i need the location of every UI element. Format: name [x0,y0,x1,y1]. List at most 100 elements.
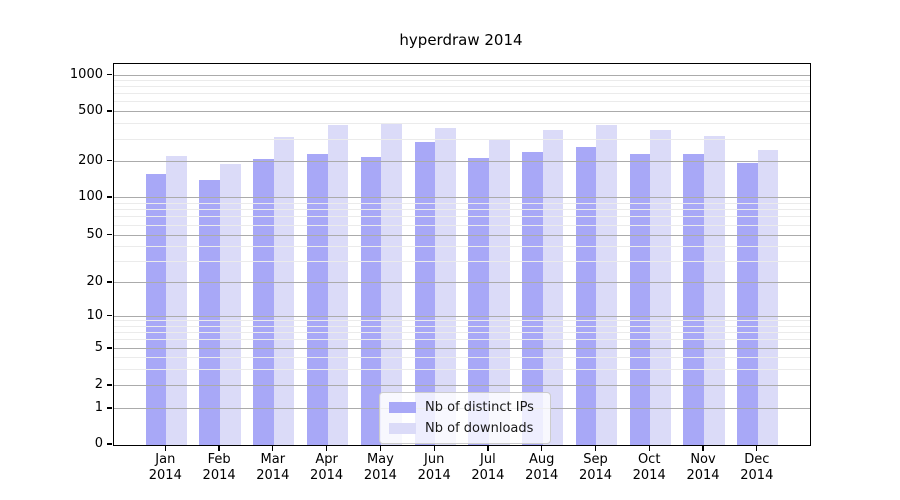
major-gridline [114,282,810,283]
x-tick-label-dec: Dec 2014 [740,452,774,483]
minor-gridline [114,357,810,358]
x-tick-label-jan: Jan 2014 [148,452,182,483]
legend-label-distinct-ips: Nb of distinct IPs [425,400,534,415]
y-tick-mark [107,443,112,445]
bar-distinct-ips-mar [253,159,274,445]
minor-gridline [114,216,810,218]
bar-distinct-ips-jul [468,158,489,445]
minor-gridline [114,261,810,262]
bar-distinct-ips-may [360,156,382,445]
y-tick-mark [107,196,112,198]
y-tick-label: 0 [94,436,103,451]
y-tick-label: 5 [94,340,103,355]
bar-downloads-jun [435,128,456,445]
minor-gridline [114,224,810,226]
y-tick-label: 20 [86,274,103,289]
plot-area: Nb of distinct IPs Nb of downloads [113,63,811,446]
minor-gridline [114,332,810,334]
x-tick-label-jun: Jun 2014 [417,452,451,483]
x-tick-mark [702,446,704,451]
chart-title: hyperdraw 2014 [399,31,523,49]
x-tick-mark [272,446,274,451]
y-tick-label: 1 [94,400,103,415]
bar-distinct-ips-dec [737,163,758,445]
x-tick-label-nov: Nov 2014 [686,452,720,483]
legend-item-downloads: Nb of downloads [389,421,541,436]
x-tick-label-sep: Sep 2014 [578,452,613,483]
bar-distinct-ips-nov [683,153,704,445]
x-tick-mark [756,446,758,451]
x-tick-mark [594,446,597,451]
bar-distinct-ips-jan [145,173,167,445]
major-gridline [114,315,810,317]
x-tick-mark [487,446,489,451]
legend-label-downloads: Nb of downloads [425,421,534,436]
major-gridline [114,160,810,162]
legend-swatch-downloads-icon [389,423,416,434]
minor-gridline [114,93,810,95]
y-tick-label: 10 [86,307,103,323]
bar-downloads-oct [650,130,671,445]
y-tick-label: 2 [94,377,103,392]
y-tick-mark [107,347,112,349]
y-tick-label: 500 [78,103,103,118]
bar-downloads-nov [704,135,725,445]
legend-item-distinct-ips: Nb of distinct IPs [389,400,541,415]
major-gridline [114,197,810,198]
y-tick-label: 50 [86,226,103,242]
x-tick-mark [433,446,435,451]
x-tick-label-mar: Mar 2014 [256,452,290,483]
x-tick-mark [541,446,543,451]
major-gridline [114,111,810,112]
legend: Nb of distinct IPs Nb of downloads [379,392,551,444]
minor-gridline [114,209,810,211]
major-gridline [114,348,810,349]
x-tick-mark [325,446,328,451]
bar-downloads-aug [542,129,564,445]
bar-downloads-feb [220,163,241,445]
bar-distinct-ips-oct [629,154,651,445]
major-gridline [114,385,810,386]
major-gridline [114,234,810,236]
minor-gridline [114,202,810,204]
y-tick-mark [107,110,112,112]
legend-swatch-distinct-ips-icon [389,402,416,413]
minor-gridline [114,326,810,327]
bar-distinct-ips-apr [307,153,328,445]
y-tick-mark [107,159,112,162]
x-tick-mark [648,446,650,451]
bar-downloads-apr [327,124,349,445]
y-tick-mark [107,281,112,283]
bar-distinct-ips-feb [199,180,221,445]
minor-gridline [114,123,810,125]
y-tick-label: 1000 [69,66,103,82]
x-tick-label-aug: Aug 2014 [525,452,559,483]
x-tick-label-oct: Oct 2014 [632,452,666,483]
minor-gridline [114,86,810,88]
minor-gridline [114,101,810,103]
bar-downloads-dec [757,150,779,445]
y-tick-mark [107,384,112,386]
minor-gridline [114,339,810,341]
y-tick-label: 100 [78,189,103,204]
y-tick-mark [107,233,112,236]
x-tick-label-apr: Apr 2014 [310,452,344,483]
minor-gridline [114,320,810,322]
major-gridline [114,74,810,76]
y-tick-mark [107,407,112,409]
y-tick-label: 200 [78,152,103,168]
bar-distinct-ips-sep [575,146,597,445]
x-tick-mark [164,446,166,451]
minor-gridline [114,138,810,140]
bar-downloads-mar [273,136,295,445]
x-tick-mark [218,446,220,451]
bar-downloads-jan [166,156,187,445]
x-tick-label-feb: Feb 2014 [202,452,236,483]
minor-gridline [114,368,810,370]
minor-gridline [114,246,810,248]
bar-downloads-sep [596,124,618,445]
y-tick-mark [107,73,112,76]
x-tick-label-may: May 2014 [363,452,397,483]
minor-gridline [114,80,810,82]
